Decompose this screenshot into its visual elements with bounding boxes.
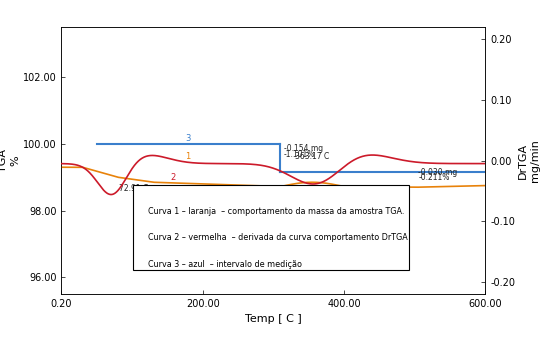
Text: 363.17 C: 363.17 C [295,152,329,161]
Text: Curva 2 – vermelha  – derivada da curva comportamento DrTGA: Curva 2 – vermelha – derivada da curva c… [148,234,408,242]
Y-axis label: DrTGA
mg/min: DrTGA mg/min [518,139,540,182]
Text: Curva 1 – laranja  – comportamento da massa da amostra TGA.: Curva 1 – laranja – comportamento da mas… [148,207,405,216]
X-axis label: Temp [ C ]: Temp [ C ] [245,314,302,324]
Text: -0.030 mg: -0.030 mg [418,168,458,177]
Text: -0.211%: -0.211% [418,173,450,182]
Y-axis label: TGA
%: TGA % [0,149,20,172]
Text: -0.154 mg: -0.154 mg [284,144,323,153]
Text: 3: 3 [185,134,190,143]
FancyBboxPatch shape [133,185,409,270]
Text: -1.101%: -1.101% [284,149,315,159]
Text: 1: 1 [185,152,190,161]
Text: 2: 2 [171,173,176,182]
Text: Curva 3 – azul  – intervalo de medição: Curva 3 – azul – intervalo de medição [148,260,302,269]
Text: 72.91 C: 72.91 C [119,184,148,193]
